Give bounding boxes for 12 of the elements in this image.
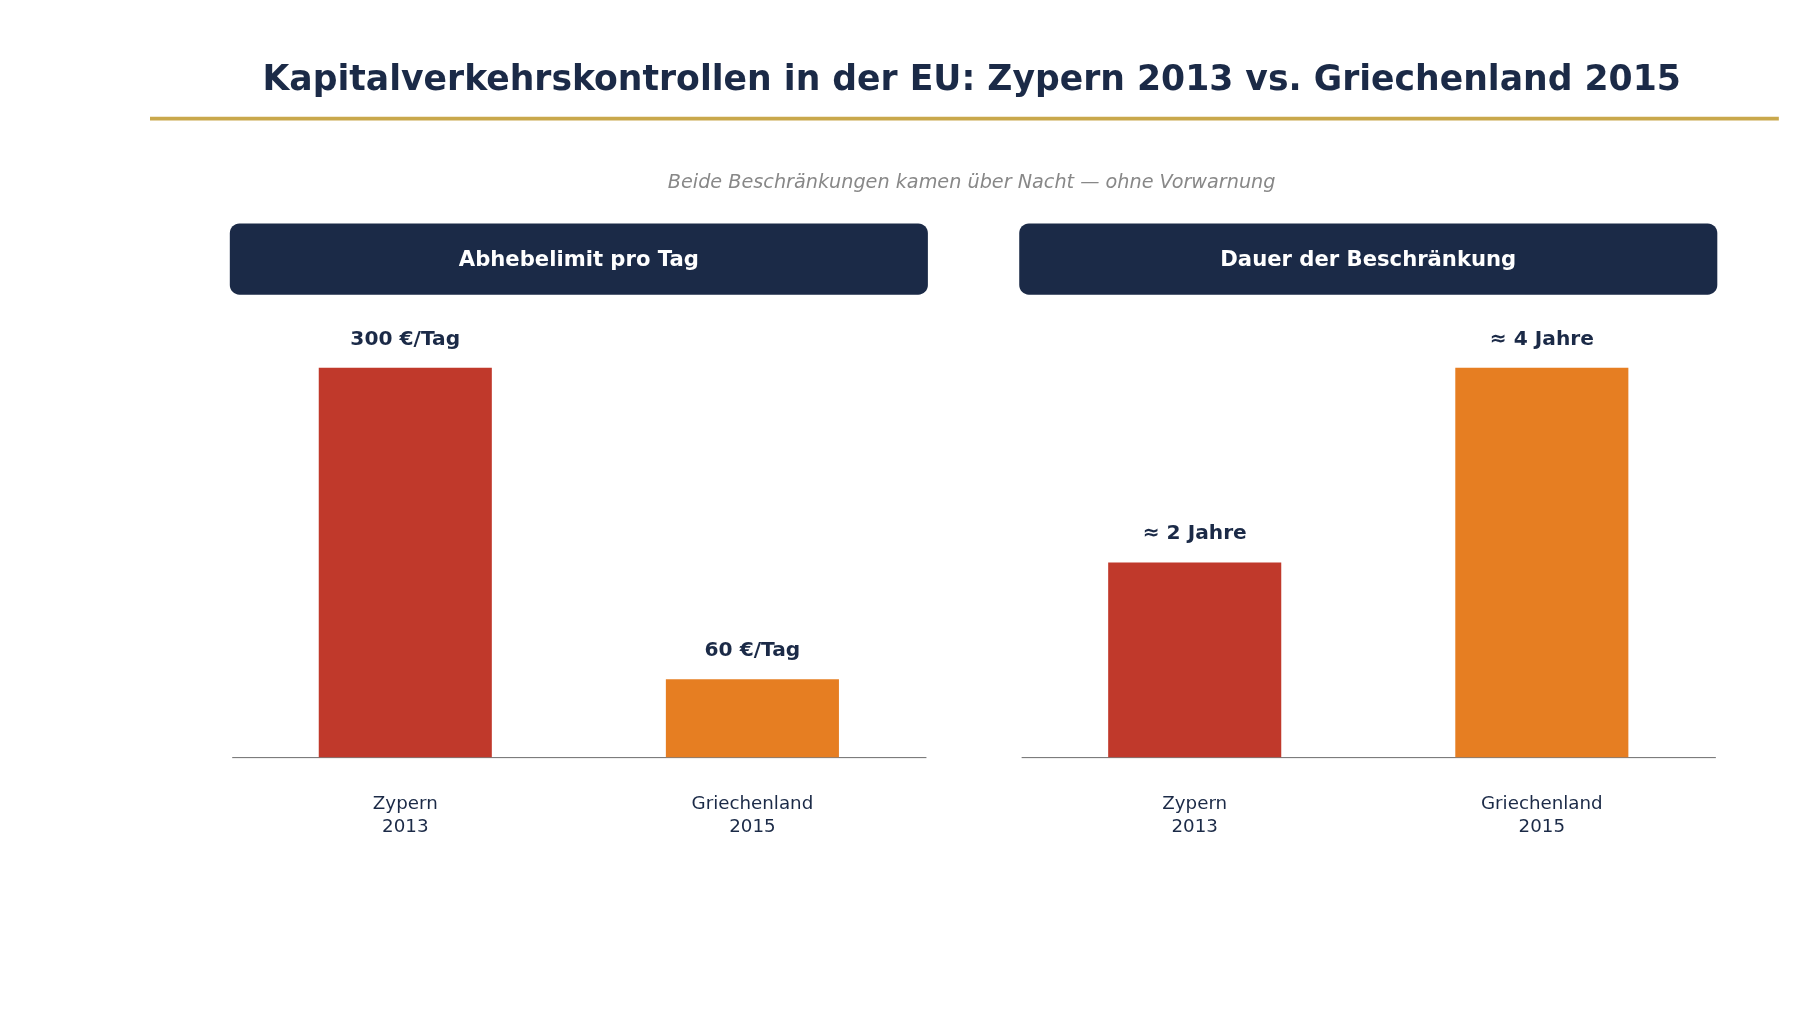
chart-title: Abhebelimit pro Tag: [458, 245, 699, 271]
data-label: 60 €/Tag: [704, 637, 801, 662]
data-label: ≈ 2 Jahre: [1142, 520, 1247, 545]
data-label: ≈ 4 Jahre: [1489, 325, 1594, 350]
data-label: 300 €/Tag: [350, 325, 461, 350]
x-tick-label: Griechenland 2015: [1480, 791, 1603, 836]
x-tick-label: Griechenland 2015: [691, 791, 814, 836]
x-tick-label: Zypern 2013: [1162, 791, 1228, 836]
x-tick-label: Zypern 2013: [372, 791, 438, 836]
text: Kapitalverkehrskontrollen in der EU: Zypern 2013 vs. Griechenland 2015: [262, 57, 1681, 98]
text: Beide Beschränkungen kamen über Nacht — ohne Vorwarnung: [667, 169, 1276, 193]
chart-title: Dauer der Beschränkung: [1220, 245, 1517, 271]
